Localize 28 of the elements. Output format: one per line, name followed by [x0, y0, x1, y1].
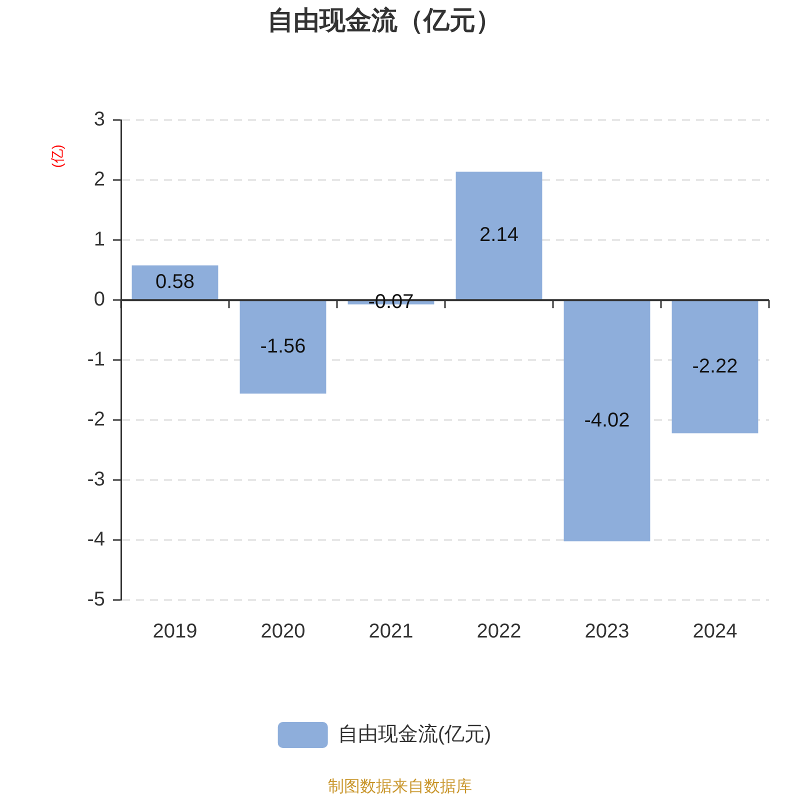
text: 制图数据来自数据库 — [328, 777, 472, 796]
bar — [672, 300, 758, 434]
x-tick-label: 2024 — [692, 620, 738, 643]
y-tick-label: -1 — [87, 348, 105, 371]
chart-title: 自由现金流（亿元） — [268, 4, 502, 35]
y-tick-label: -2 — [87, 408, 105, 431]
data-label: 2.14 — [480, 224, 518, 246]
y-tick-label: -3 — [87, 468, 105, 491]
data-label: -2.22 — [692, 355, 738, 378]
data-label: -1.56 — [260, 336, 306, 358]
y-tick-label: -5 — [87, 588, 105, 611]
y-tick-label: 3 — [94, 108, 105, 131]
y-tick-label: 0 — [94, 288, 105, 311]
x-tick-label: 2021 — [368, 620, 414, 643]
x-tick-label: 2019 — [152, 620, 198, 643]
bar — [456, 172, 542, 300]
x-tick-label: 2022 — [476, 620, 522, 643]
data-label: 0.58 — [156, 271, 194, 293]
bar — [240, 300, 326, 394]
y-axis-title: (亿) — [48, 144, 65, 168]
y-tick-label: 1 — [94, 228, 105, 251]
legend-label: 自由现金流(亿元) — [338, 724, 492, 746]
x-tick-label: 2023 — [584, 620, 630, 643]
bar — [564, 300, 650, 542]
y-tick-label: -4 — [87, 528, 105, 551]
data-label: -4.02 — [584, 409, 630, 432]
x-tick-label: 2020 — [260, 620, 306, 643]
y-tick-label: 2 — [94, 168, 105, 191]
